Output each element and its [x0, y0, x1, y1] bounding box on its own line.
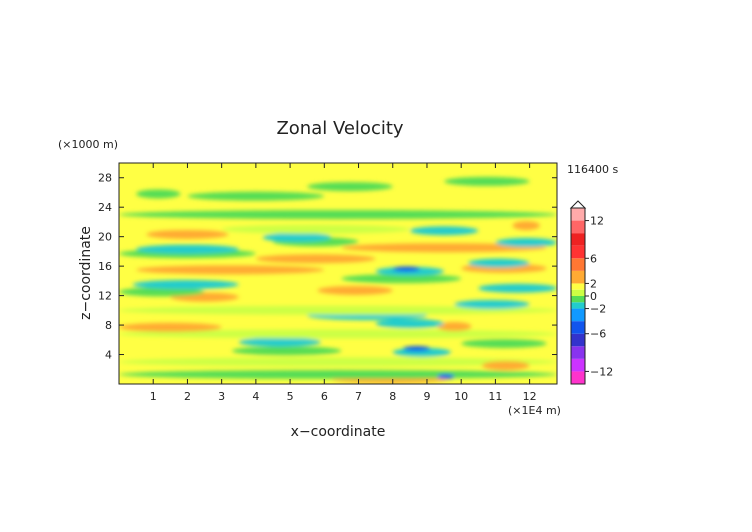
colorbar-tick-label: 0: [590, 290, 597, 303]
velocity-band: [341, 243, 547, 253]
colorbar-swatch: [571, 333, 585, 347]
colorbar-extend-arrow: [569, 200, 587, 209]
velocity-band: [136, 189, 181, 199]
colorbar: 12 6 20−2 −6 −12: [569, 200, 613, 385]
velocity-band: [444, 176, 530, 186]
colorbar-swatch: [571, 321, 585, 334]
colorbar-swatch: [571, 296, 585, 303]
x-tick-label: 11: [488, 390, 502, 403]
velocity-band: [119, 329, 557, 339]
velocity-band: [119, 322, 222, 332]
velocity-band: [468, 258, 530, 268]
colorbar-swatch: [571, 233, 585, 246]
colorbar-tick-label: 2: [590, 277, 597, 290]
x-axis-ticks: 1 2 3 4 5 6 7 8 9 10 11 12: [150, 163, 537, 403]
x-tick-label: 10: [454, 390, 468, 403]
x-axis-label: x−coordinate: [291, 424, 386, 440]
colorbar-tick-label: −6: [590, 328, 606, 341]
colorbar-swatch: [571, 346, 585, 359]
y-tick-label: 12: [98, 290, 112, 303]
velocity-band: [262, 232, 332, 242]
x-tick-label: 7: [355, 390, 362, 403]
colorbar-swatch: [571, 289, 585, 296]
velocity-band: [136, 265, 325, 275]
colorbar-swatch: [571, 283, 585, 290]
velocity-band: [409, 226, 479, 236]
y-tick-label: 4: [105, 349, 112, 362]
velocity-band: [307, 182, 393, 192]
y-axis-label: z−coordinate: [78, 226, 94, 320]
velocity-band: [481, 361, 530, 371]
colorbar-swatch: [571, 308, 585, 322]
velocity-band: [119, 357, 557, 367]
colorbar-tick-label: −2: [590, 303, 606, 316]
velocity-band: [403, 346, 431, 352]
x-tick-label: 2: [184, 390, 191, 403]
x-tick-label: 8: [389, 390, 396, 403]
plot-frame: [118, 162, 558, 385]
chart-title: Zonal Velocity: [276, 118, 403, 139]
x-tick-label: 4: [252, 390, 259, 403]
velocity-band: [136, 244, 239, 254]
velocity-bands: [119, 176, 557, 384]
x-tick-label: 1: [150, 390, 157, 403]
y-tick-label: 20: [98, 231, 112, 244]
x-unit-label: (×1E4 m): [508, 404, 561, 417]
velocity-band: [437, 322, 472, 332]
velocity-band: [146, 229, 229, 239]
colorbar-tick-label: 6: [590, 252, 597, 265]
y-tick-label: 8: [105, 319, 112, 332]
y-unit-label: (×1000 m): [58, 138, 118, 151]
y-axis-ticks: 4 8 12 16 20 24 28: [98, 172, 557, 362]
x-tick-label: 5: [287, 390, 294, 403]
velocity-band: [437, 374, 455, 380]
colorbar-swatch: [571, 220, 585, 234]
y-tick-label: 16: [98, 260, 112, 273]
velocity-band: [461, 338, 547, 348]
y-tick-label: 24: [98, 201, 112, 214]
colorbar-tick-label: 12: [590, 215, 604, 228]
colorbar-swatch: [571, 270, 585, 284]
x-tick-label: 12: [523, 390, 537, 403]
x-tick-label: 3: [218, 390, 225, 403]
velocity-band: [392, 266, 421, 272]
velocity-band: [231, 346, 342, 356]
velocity-band: [119, 369, 557, 379]
velocity-band: [238, 337, 321, 347]
velocity-band: [119, 210, 557, 220]
colorbar-tick-label: −12: [590, 365, 613, 378]
velocity-band: [317, 285, 393, 295]
velocity-band: [495, 238, 557, 248]
colorbar-swatch: [571, 371, 585, 384]
velocity-band: [132, 280, 239, 290]
colorbar-swatch: [571, 258, 585, 271]
velocity-band: [478, 283, 557, 293]
colorbar-swatch: [571, 302, 585, 309]
velocity-band: [512, 221, 540, 231]
x-tick-label: 6: [321, 390, 328, 403]
velocity-band: [221, 224, 410, 234]
velocity-band: [255, 254, 376, 264]
velocity-band: [187, 191, 325, 201]
time-label: 116400 s: [567, 163, 618, 176]
velocity-band: [341, 274, 462, 284]
colorbar-swatch: [571, 358, 585, 372]
velocity-band: [375, 319, 445, 329]
colorbar-swatch: [571, 245, 585, 259]
x-tick-label: 9: [423, 390, 430, 403]
colorbar-swatch: [571, 208, 585, 221]
velocity-band: [119, 305, 557, 315]
velocity-band: [454, 299, 530, 309]
velocity-band: [119, 287, 205, 297]
y-tick-label: 28: [98, 172, 112, 185]
